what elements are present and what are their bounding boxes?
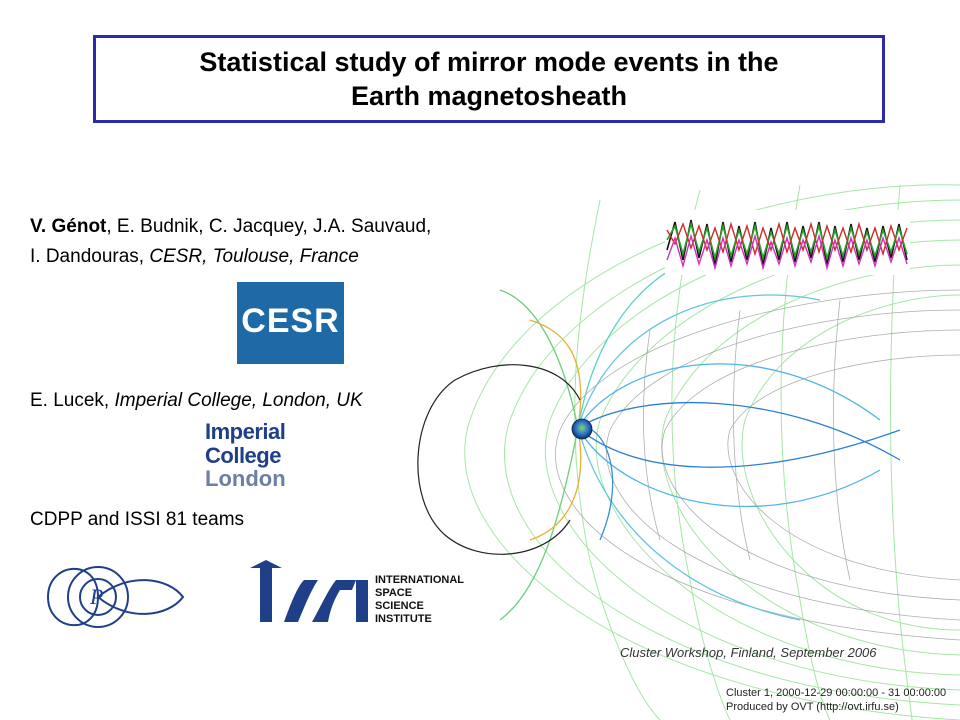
issi-text-3: SCIENCE xyxy=(375,600,424,612)
coauthor-dandouras: I. Dandouras, xyxy=(30,246,150,267)
mirror-mode-waveform xyxy=(665,210,910,275)
author-line-1: V. Génot, E. Budnik, C. Jacquey, J.A. Sa… xyxy=(30,212,555,242)
credit-line-1: Cluster 1, 2000-12-29 00:00:00 - 31 00:0… xyxy=(726,687,947,699)
issi-text-2: SPACE xyxy=(375,587,413,599)
field-lines xyxy=(499,248,901,621)
issi-text-1: INTERNATIONAL xyxy=(375,574,465,586)
author-lucek-name: E. Lucek, xyxy=(30,390,115,411)
earth-icon xyxy=(571,418,593,440)
issi-logo xyxy=(250,560,368,622)
page-title-line-2: Earth magnetosheath xyxy=(350,81,628,111)
cdpp-logo: P xyxy=(47,566,185,628)
title-box: Statistical study of mirror mode events … xyxy=(93,35,885,123)
page-title-line-1: Statistical study of mirror mode events … xyxy=(199,47,779,77)
cesr-logo: CESR xyxy=(237,282,344,364)
teams-label: CDPP and ISSI 81 teams xyxy=(30,509,245,530)
issi-logo-text: INTERNATIONAL SPACE SCIENCE INSTITUTE xyxy=(375,574,464,626)
lead-author: V. Génot xyxy=(30,216,107,237)
author-lucek: E. Lucek, Imperial College, London, UK xyxy=(30,388,367,414)
bow-shock-wireframe xyxy=(555,289,960,641)
affiliation-cesr: CESR, Toulouse, France xyxy=(149,246,359,267)
svg-text:P: P xyxy=(89,584,103,609)
imperial-college-logo: Imperial College London xyxy=(205,420,365,490)
imperial-logo-line-2: London xyxy=(205,466,286,491)
cesr-logo-text: CESR xyxy=(241,302,340,340)
credit-line-2: Produced by OVT (http://ovt.irfu.se) xyxy=(726,701,899,713)
imperial-logo-line-1: Imperial College xyxy=(205,419,286,468)
coauthors: , E. Budnik, C. Jacquey, J.A. Sauvaud, xyxy=(106,216,432,237)
affiliation-imperial: Imperial College, London, UK xyxy=(114,390,363,411)
author-line-2: I. Dandouras, CESR, Toulouse, France xyxy=(30,242,555,272)
author-list: V. Génot, E. Budnik, C. Jacquey, J.A. Sa… xyxy=(30,212,555,272)
issi-text-4: INSTITUTE xyxy=(375,613,432,625)
ovt-credit: Cluster 1, 2000-12-29 00:00:00 - 31 00:0… xyxy=(726,686,946,714)
spacecraft-orbit xyxy=(417,364,581,555)
workshop-note: Cluster Workshop, Finland, September 200… xyxy=(620,645,877,660)
